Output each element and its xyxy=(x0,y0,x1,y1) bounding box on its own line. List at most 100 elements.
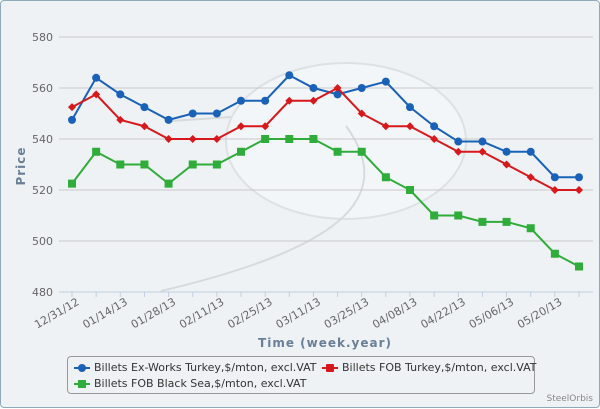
data-point xyxy=(478,217,487,226)
data-point xyxy=(188,109,197,118)
data-point xyxy=(357,109,366,118)
x-tick-label: 03/11/13 xyxy=(274,295,323,331)
data-point xyxy=(116,160,125,169)
data-point xyxy=(309,84,318,92)
data-point xyxy=(381,77,390,86)
data-point xyxy=(309,135,318,143)
x-tick-label: 02/25/13 xyxy=(225,295,274,331)
data-point xyxy=(406,122,414,131)
y-tick-label: 480 xyxy=(32,286,53,299)
data-point xyxy=(430,211,439,220)
data-point xyxy=(381,173,390,182)
circle-marker-icon xyxy=(74,363,90,373)
data-point xyxy=(478,147,487,156)
data-point xyxy=(212,135,221,143)
x-tick-label: 02/11/13 xyxy=(177,295,226,331)
data-point xyxy=(430,135,439,143)
data-point xyxy=(575,186,583,194)
data-point xyxy=(261,96,270,105)
data-point xyxy=(406,103,414,112)
data-point xyxy=(285,71,294,80)
x-tick-label: 05/06/13 xyxy=(467,295,516,331)
data-point xyxy=(575,173,583,182)
data-point xyxy=(92,147,101,156)
legend: Billets Ex-Works Turkey,$/mton, excl.VAT… xyxy=(67,356,536,394)
data-point xyxy=(357,147,366,156)
credit-label: SteelOrbis xyxy=(546,394,593,404)
data-point xyxy=(406,186,414,194)
x-tick-label: 04/08/13 xyxy=(370,295,419,331)
data-point xyxy=(285,135,294,143)
data-point xyxy=(212,160,221,169)
data-point xyxy=(68,179,76,188)
series-2 xyxy=(68,135,583,271)
data-point xyxy=(526,173,535,182)
data-point xyxy=(357,84,366,92)
data-point xyxy=(550,249,559,258)
series-1 xyxy=(68,84,583,194)
data-point xyxy=(285,96,294,105)
data-point xyxy=(164,179,173,188)
data-point xyxy=(309,96,318,105)
data-point xyxy=(237,147,245,156)
data-point xyxy=(454,137,463,146)
data-point xyxy=(575,262,583,271)
x-tick-label: 05/20/13 xyxy=(515,295,564,331)
series-line xyxy=(71,74,579,179)
data-point xyxy=(140,122,149,131)
data-point xyxy=(261,122,270,131)
x-axis-title: Time (week.year) xyxy=(258,336,392,350)
square-marker-icon xyxy=(74,379,90,389)
data-point xyxy=(550,186,559,194)
data-point xyxy=(381,122,390,131)
data-point xyxy=(140,160,149,169)
data-point xyxy=(478,137,487,146)
data-point xyxy=(237,96,245,105)
data-point xyxy=(68,115,76,124)
series-0 xyxy=(68,71,583,182)
data-point xyxy=(526,147,535,156)
data-point xyxy=(140,103,149,112)
data-point xyxy=(92,90,101,99)
data-point xyxy=(333,84,342,92)
legend-label: Billets FOB Turkey,$/mton, excl.VAT xyxy=(342,361,537,374)
diamond-marker-icon xyxy=(322,363,338,373)
y-axis-title: Price xyxy=(14,146,28,185)
x-tick-label: 01/14/13 xyxy=(80,295,129,331)
data-point xyxy=(502,147,511,156)
legend-label: Billets Ex-Works Turkey,$/mton, excl.VAT xyxy=(94,361,317,374)
data-point xyxy=(116,115,125,124)
series-line xyxy=(71,86,579,191)
legend-item-ex-works-turkey[interactable]: Billets Ex-Works Turkey,$/mton, excl.VAT xyxy=(74,361,317,374)
legend-item-fob-turkey[interactable]: Billets FOB Turkey,$/mton, excl.VAT xyxy=(322,361,536,374)
x-tick-label: 01/28/13 xyxy=(129,295,178,331)
data-point xyxy=(502,217,511,226)
data-point xyxy=(502,160,511,169)
y-tick-label: 560 xyxy=(32,82,53,95)
data-point xyxy=(188,135,197,143)
legend-label: Billets FOB Black Sea,$/mton, excl.VAT xyxy=(94,377,307,390)
data-point xyxy=(212,109,221,118)
y-tick-label: 540 xyxy=(32,133,53,146)
data-point xyxy=(237,122,245,131)
data-point xyxy=(116,90,125,99)
data-point xyxy=(92,73,101,82)
data-point xyxy=(526,224,535,233)
x-tick-label: 12/31/12 xyxy=(32,295,81,331)
legend-item-fob-black-sea[interactable]: Billets FOB Black Sea,$/mton, excl.VAT xyxy=(74,377,306,390)
data-point xyxy=(550,173,559,182)
data-point xyxy=(164,135,173,143)
series-line xyxy=(71,138,580,268)
y-tick-label: 580 xyxy=(32,31,53,44)
data-point xyxy=(164,115,173,124)
y-tick-label: 500 xyxy=(32,235,53,248)
data-point xyxy=(454,147,463,156)
data-point xyxy=(68,103,76,112)
x-tick-label: 03/25/13 xyxy=(322,295,371,331)
data-point xyxy=(454,211,463,220)
data-point xyxy=(261,135,270,143)
x-tick-label: 04/22/13 xyxy=(418,295,467,331)
data-point xyxy=(333,90,342,99)
